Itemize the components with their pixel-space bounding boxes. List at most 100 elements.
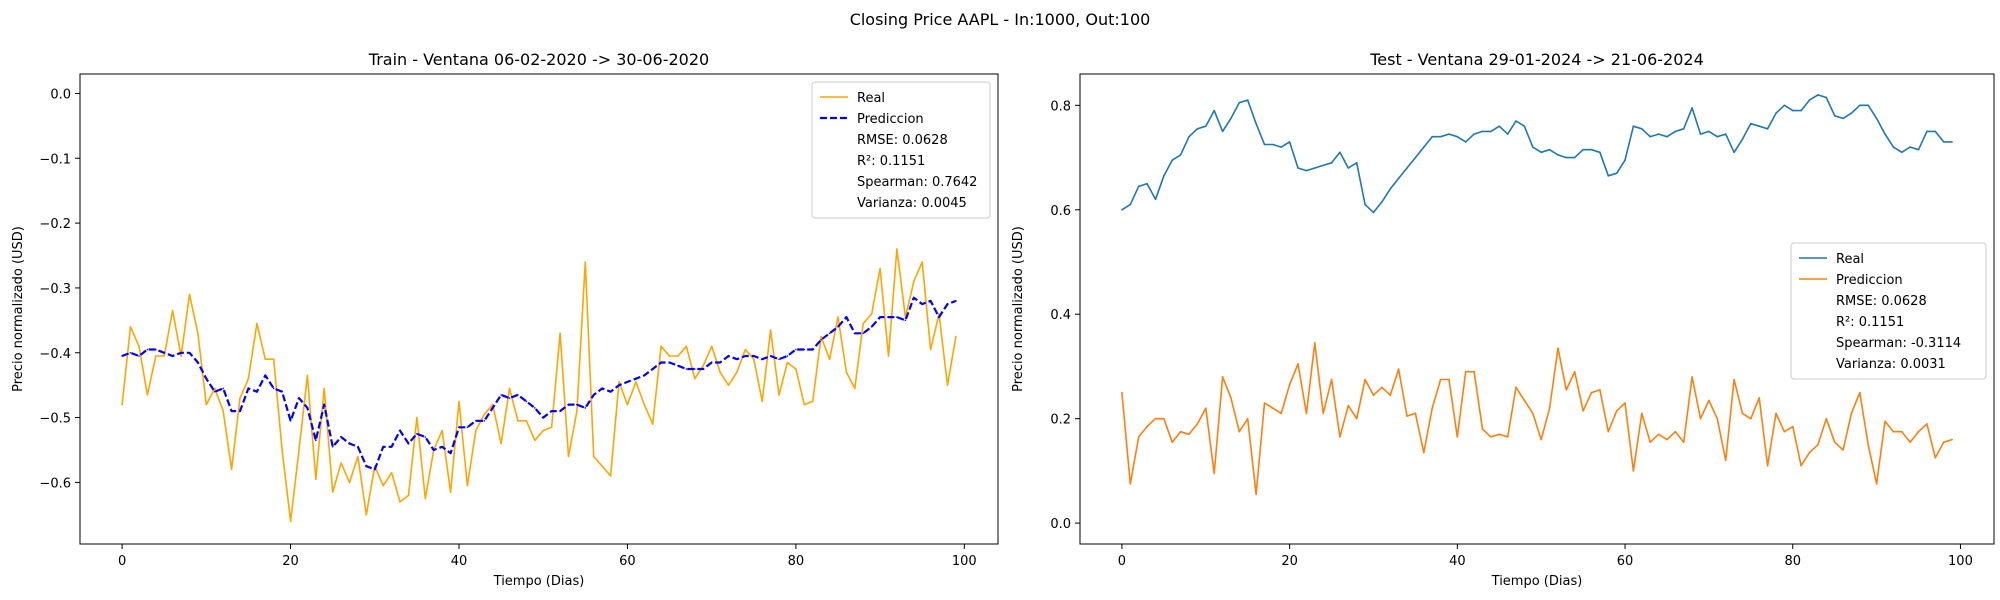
- train-series-prediccion-point: [365, 465, 368, 468]
- train-series-prediccion-point: [550, 410, 553, 412]
- train-series-prediccion-point: [205, 377, 208, 380]
- train-series-real-point: [896, 248, 898, 250]
- train-series-prediccion-point: [694, 368, 696, 370]
- test-series-real-point: [1901, 151, 1903, 154]
- test-series-prediccion-point: [1641, 412, 1643, 415]
- train-series-prediccion-point: [517, 394, 519, 396]
- test-axes-frame: [1079, 73, 1995, 545]
- train-series-real-point: [315, 478, 317, 481]
- train-y-tick-label: −0.5: [39, 412, 71, 427]
- train-series-real-point: [913, 280, 915, 283]
- train-chart-title: Train - Ventana 06-02-2020 -> 30-06-2020: [368, 50, 709, 69]
- train-series-prediccion-point: [778, 358, 780, 361]
- train-series-prediccion-point: [736, 358, 738, 361]
- test-series-prediccion-point: [1599, 389, 1601, 391]
- train-series-prediccion-point: [390, 446, 393, 448]
- train-series-real-point: [155, 355, 157, 357]
- test-series-prediccion-point: [1314, 342, 1316, 344]
- train-series-real-point: [466, 484, 469, 487]
- test-series-prediccion-point: [1582, 410, 1584, 412]
- train-series-prediccion-point: [559, 410, 561, 412]
- test-legend-stat: Varianza: 0.0031: [1836, 357, 1946, 372]
- train-x-axis-label: Tiempo (Dias): [493, 574, 585, 589]
- test-series-real-point: [1272, 143, 1274, 146]
- test-y-axis-label: Precio normalizado (USD): [1011, 226, 1026, 392]
- train-series-prediccion-point: [264, 374, 267, 377]
- train-series-prediccion-point: [769, 355, 772, 357]
- train-series-real-point: [146, 394, 149, 396]
- train-series-real-point: [264, 358, 267, 361]
- test-series-prediccion-point: [1632, 470, 1635, 472]
- train-series-real-point: [626, 403, 629, 406]
- train-series-real-point: [534, 439, 536, 442]
- train-series-real-point: [214, 387, 216, 390]
- test-series-prediccion-point: [1750, 417, 1752, 420]
- test-series-real-point: [1934, 130, 1937, 133]
- train-series-prediccion-point: [432, 449, 435, 451]
- test-series-prediccion-point: [1414, 412, 1417, 415]
- test-series-real-point: [1573, 156, 1576, 159]
- test-series-real-point: [1909, 146, 1911, 148]
- test-series-prediccion-point: [1196, 423, 1199, 425]
- train-legend-entry-real: Real: [857, 91, 885, 106]
- train-series-real-point: [753, 358, 755, 361]
- train-series-prediccion-point: [171, 355, 174, 357]
- test-series-prediccion-point: [1129, 483, 1132, 485]
- train-series-real-point: [592, 455, 595, 458]
- train-y-tick-label: 0.0: [50, 87, 71, 102]
- train-series-real-point: [247, 377, 250, 380]
- train-series-prediccion-point: [584, 407, 587, 409]
- test-y-tick-label: 0.6: [1050, 204, 1071, 219]
- test-series-real-point: [1607, 175, 1610, 177]
- train-x-tick-label: 20: [282, 554, 299, 569]
- test-legend-entry-prediccion: Prediccion: [1836, 273, 1903, 288]
- train-series-real-point: [559, 332, 561, 335]
- train-series-prediccion-point: [854, 332, 856, 335]
- train-series-real-point: [500, 442, 502, 445]
- train-series-prediccion-point: [424, 436, 427, 438]
- test-series-prediccion-point: [1716, 417, 1719, 420]
- test-series-real-point: [1825, 96, 1828, 99]
- train-subplot: Train - Ventana 06-02-2020 -> 30-06-2020…: [11, 50, 999, 589]
- train-series-prediccion-point: [820, 339, 822, 341]
- test-series-real-point: [1389, 188, 1392, 190]
- test-series-real-point: [1624, 159, 1626, 161]
- test-y-tick-label: 0.2: [1050, 413, 1071, 428]
- test-series-real-point: [1339, 151, 1341, 154]
- test-series-prediccion-point: [1339, 436, 1341, 438]
- test-series-real-point: [1473, 133, 1475, 135]
- train-legend-stat: R²: 0.1151: [857, 154, 925, 169]
- train-legend-stat: Varianza: 0.0045: [857, 196, 967, 211]
- train-series-prediccion-point: [180, 352, 182, 354]
- test-series-real-point: [1917, 148, 1920, 151]
- train-series-prediccion-point: [315, 439, 317, 442]
- train-series-real-point: [289, 520, 292, 523]
- test-series-real-point: [1498, 125, 1501, 127]
- test-series-real-point: [1330, 162, 1333, 164]
- test-series-real-point: [1565, 156, 1568, 159]
- test-series-real-point: [1590, 148, 1593, 151]
- test-series-prediccion-point: [1657, 433, 1660, 436]
- test-series-real-point: [1674, 130, 1677, 133]
- train-series-prediccion-point: [323, 403, 326, 406]
- test-series-prediccion-point: [1490, 436, 1492, 438]
- train-series-prediccion-point: [298, 397, 300, 399]
- train-series-real-point: [340, 462, 342, 464]
- train-series-prediccion-point: [508, 397, 511, 399]
- test-series-real-point: [1146, 182, 1148, 185]
- train-series-real-point: [702, 364, 704, 367]
- train-series-prediccion-point: [609, 390, 612, 393]
- train-series-prediccion-point: [146, 348, 149, 351]
- train-series-real-point: [407, 494, 410, 497]
- train-series-prediccion-point: [811, 348, 814, 351]
- train-series-real-point: [483, 413, 486, 416]
- train-series-prediccion-point: [155, 348, 157, 351]
- train-series-real-point: [382, 484, 385, 487]
- train-series-real-point: [786, 361, 789, 364]
- train-series-real-point: [331, 491, 334, 493]
- test-series-prediccion-point: [1406, 415, 1408, 417]
- train-series-real-point: [643, 403, 646, 406]
- test-series-real-point: [1456, 135, 1459, 138]
- test-series-real-point: [1859, 104, 1861, 107]
